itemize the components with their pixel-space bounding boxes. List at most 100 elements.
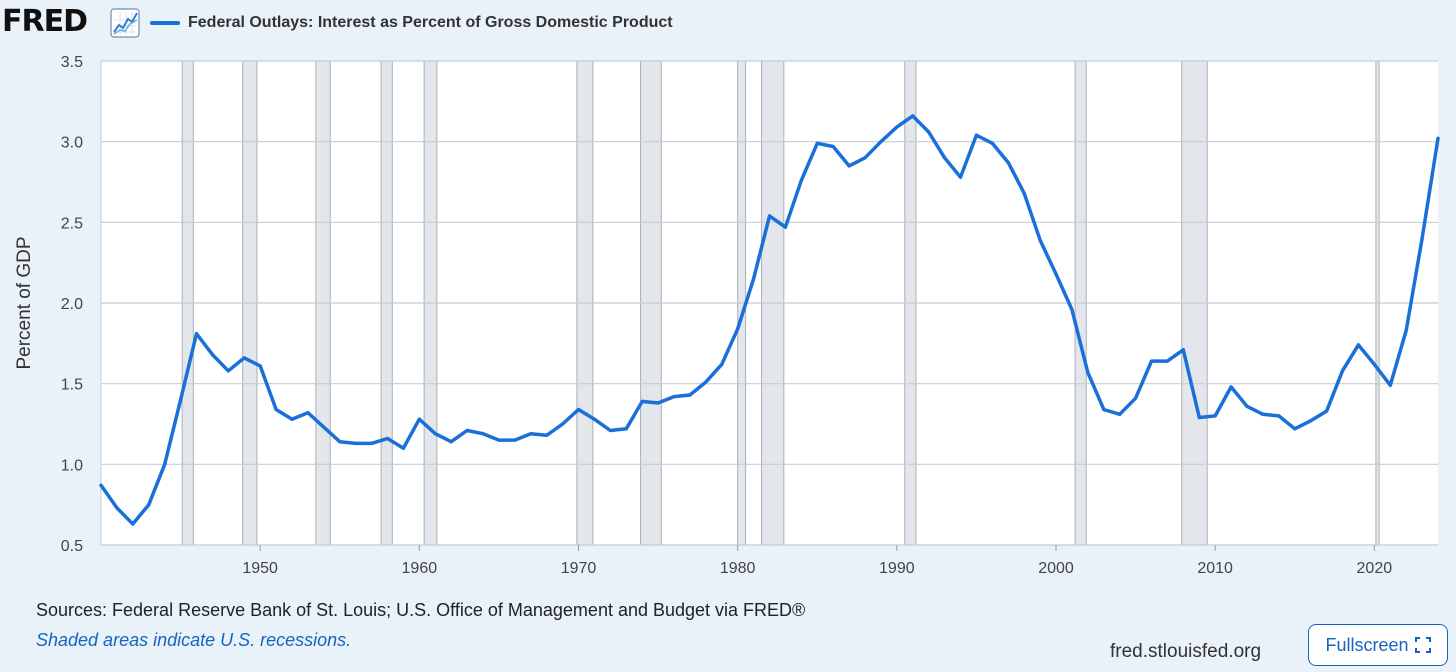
- data-point: [751, 277, 756, 281]
- data-point: [704, 380, 708, 384]
- data-point: [1293, 427, 1297, 431]
- x-tick-label: 2010: [1197, 560, 1233, 577]
- data-point: [1181, 348, 1185, 352]
- x-tick-label: 1990: [879, 560, 915, 577]
- data-point: [290, 417, 294, 421]
- data-point: [1054, 272, 1058, 276]
- data-point: [258, 364, 262, 368]
- y-tick-label: 1.0: [61, 457, 83, 474]
- x-tick-label: 1970: [561, 560, 597, 577]
- data-point: [481, 432, 485, 436]
- y-tick-label: 2.5: [61, 215, 83, 232]
- data-point: [1309, 419, 1313, 423]
- chart-legend: Federal Outlays: Interest as Percent of …: [150, 12, 673, 34]
- data-point: [529, 432, 533, 436]
- data-point: [242, 356, 246, 360]
- data-point: [417, 417, 421, 421]
- data-point: [1245, 404, 1249, 408]
- data-point: [1404, 328, 1408, 333]
- data-point: [449, 440, 453, 444]
- data-point: [942, 156, 947, 160]
- fred-logo[interactable]: FRED: [2, 4, 88, 39]
- data-point: [688, 393, 692, 397]
- recession-note: Shaded areas indicate U.S. recessions.: [36, 630, 352, 650]
- legend-swatch: [150, 21, 180, 25]
- x-tick-label: 2000: [1038, 560, 1074, 577]
- data-point: [163, 462, 167, 466]
- x-tick-label: 2020: [1357, 560, 1393, 577]
- data-point: [672, 394, 676, 399]
- data-point: [178, 398, 183, 402]
- y-tick-label: 2.0: [61, 296, 83, 313]
- site-url[interactable]: fred.stlouisfed.org: [1110, 641, 1262, 662]
- x-tick-label: 1980: [720, 560, 756, 577]
- expand-icon: [1414, 637, 1431, 653]
- data-point: [624, 427, 628, 431]
- data-point: [1261, 412, 1265, 416]
- data-point: [815, 141, 819, 145]
- data-point: [1197, 415, 1201, 420]
- sources-note: Sources: Federal Reserve Bank of St. Lou…: [36, 600, 806, 620]
- data-point: [1149, 359, 1154, 363]
- y-axis-label: Percent of GDP: [14, 236, 35, 369]
- data-point: [1070, 307, 1074, 312]
- data-point: [306, 411, 310, 415]
- legend-label: Federal Outlays: Interest as Percent of …: [188, 14, 673, 31]
- data-point: [338, 440, 342, 444]
- data-point: [736, 327, 740, 331]
- data-point: [1388, 383, 1392, 387]
- data-point: [1229, 385, 1233, 389]
- data-point: [433, 432, 437, 436]
- data-point: [115, 506, 119, 510]
- data-point: [990, 141, 994, 145]
- data-point: [1420, 236, 1424, 241]
- y-tick-label: 3.0: [61, 135, 83, 152]
- data-point: [767, 214, 772, 218]
- data-point: [545, 433, 549, 437]
- data-point: [465, 428, 469, 433]
- fullscreen-button[interactable]: Fullscreen: [1308, 624, 1448, 666]
- line-chart-icon: [110, 8, 140, 38]
- data-point: [1324, 409, 1329, 413]
- data-point: [497, 438, 501, 442]
- data-point: [401, 446, 406, 450]
- data-point: [799, 178, 803, 182]
- data-point: [1038, 238, 1042, 242]
- chart-header: FRED Federal Outlays: Interest as Percen…: [0, 0, 1456, 48]
- line-chart[interactable]: 0.51.01.52.02.53.03.5 1950 1960 1970 1980 19…: [0, 40, 1456, 585]
- data-point: [958, 175, 963, 179]
- data-point: [1165, 359, 1170, 363]
- data-point: [131, 522, 135, 526]
- data-point: [1436, 136, 1440, 141]
- data-point: [226, 369, 230, 373]
- x-tick-label: 1950: [242, 560, 278, 577]
- data-point: [1133, 396, 1138, 400]
- data-point: [640, 399, 644, 404]
- y-tick-label: 1.5: [61, 377, 83, 394]
- data-point: [783, 225, 788, 229]
- data-point: [99, 483, 103, 487]
- data-point: [927, 130, 931, 134]
- x-axis-ticks: 1950 1960 1970 1980 1990 2000 2010 2020: [242, 545, 1392, 577]
- data-point: [354, 441, 358, 445]
- data-point: [369, 441, 374, 445]
- data-point: [1102, 407, 1106, 412]
- data-point: [592, 417, 597, 421]
- data-point: [847, 164, 851, 168]
- data-point: [147, 503, 151, 507]
- data-point: [974, 133, 979, 137]
- data-point: [863, 156, 867, 160]
- data-point: [1356, 343, 1361, 347]
- data-point: [322, 425, 326, 429]
- data-point: [1118, 412, 1122, 416]
- data-point: [831, 144, 835, 149]
- fullscreen-label: Fullscreen: [1325, 634, 1409, 655]
- data-point: [911, 114, 915, 118]
- data-point: [1213, 414, 1217, 418]
- y-tick-label: 0.5: [61, 538, 83, 555]
- data-point: [1372, 362, 1376, 366]
- data-point: [1006, 161, 1010, 165]
- data-point: [656, 401, 660, 405]
- y-tick-label: 3.5: [61, 54, 83, 71]
- y-axis-ticks: 0.5 1.0 1.5 2.0 2.5 3.0 3.5: [61, 54, 83, 555]
